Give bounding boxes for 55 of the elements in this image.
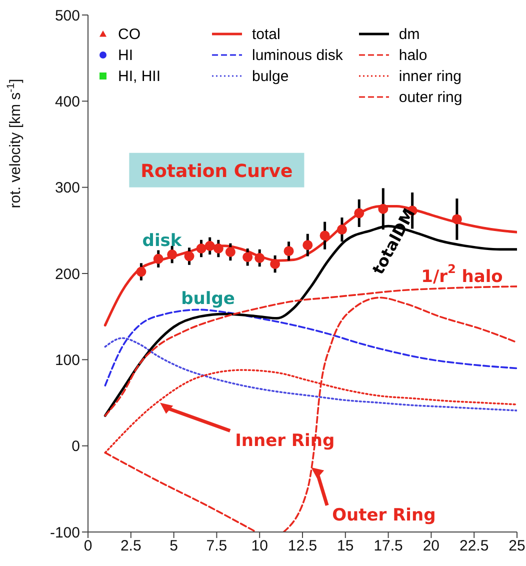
x-tick-label: 20 — [422, 538, 440, 555]
point — [242, 252, 253, 262]
x-tick-label: 0 — [84, 538, 92, 555]
annotation: Outer Ring — [332, 505, 436, 526]
x-tick-label: 17.5 — [374, 538, 403, 555]
y-tick-label: 400 — [54, 93, 80, 110]
point — [136, 266, 146, 277]
x-tick-label: 22.5 — [460, 538, 489, 555]
annotation: disk — [142, 230, 182, 251]
point — [167, 250, 178, 260]
legend-label: outer ring — [398, 88, 462, 106]
legend-label: CO — [118, 26, 140, 42]
x-tick-label: 2.5 — [120, 538, 142, 555]
legend-label: halo — [398, 46, 428, 64]
x-tick-label: 5 — [170, 538, 178, 555]
point — [452, 214, 462, 224]
x-tick-label: 10 — [251, 538, 268, 555]
y-tick-label: 0 — [72, 438, 80, 456]
legend-label: luminous disk — [252, 46, 343, 64]
point — [302, 240, 313, 250]
line-series — [104, 308, 517, 386]
point — [196, 244, 206, 254]
y-tick-label: 200 — [54, 266, 80, 283]
x-tick-label: 12.5 — [288, 538, 318, 555]
annotation: bulge — [181, 288, 235, 309]
y-tick-label: 300 — [54, 180, 80, 197]
y-tick-label: -100 — [50, 524, 80, 542]
text: Rotation Curve — [140, 161, 293, 182]
point — [153, 254, 164, 264]
line-series — [104, 286, 517, 417]
annotation: Inner Ring — [235, 430, 335, 450]
point — [204, 240, 215, 251]
legend-label: total — [252, 26, 280, 42]
annotation: 1/r$^{2}$ halo — [421, 262, 503, 287]
x-tick-label: 15 — [337, 538, 354, 555]
legend-label: bulge — [252, 68, 289, 84]
x-tick-label: 25 — [508, 538, 526, 555]
legend-label: HI — [118, 46, 133, 64]
y-tick-label: 100 — [54, 352, 80, 369]
point — [184, 251, 194, 262]
point — [213, 244, 224, 254]
legend-label: inner ring — [398, 68, 462, 84]
point — [270, 259, 280, 270]
point — [354, 208, 364, 218]
legend-label: dm — [398, 26, 420, 42]
legend-label: HI, HII — [118, 68, 161, 84]
y-tick-label: 500 — [54, 7, 80, 24]
point — [284, 246, 294, 256]
line-series — [104, 205, 517, 326]
point — [320, 230, 330, 241]
point — [225, 246, 236, 257]
line-series — [104, 337, 517, 412]
point — [336, 224, 347, 235]
x-tick-label: 7.5 — [206, 538, 228, 555]
point — [254, 252, 265, 263]
